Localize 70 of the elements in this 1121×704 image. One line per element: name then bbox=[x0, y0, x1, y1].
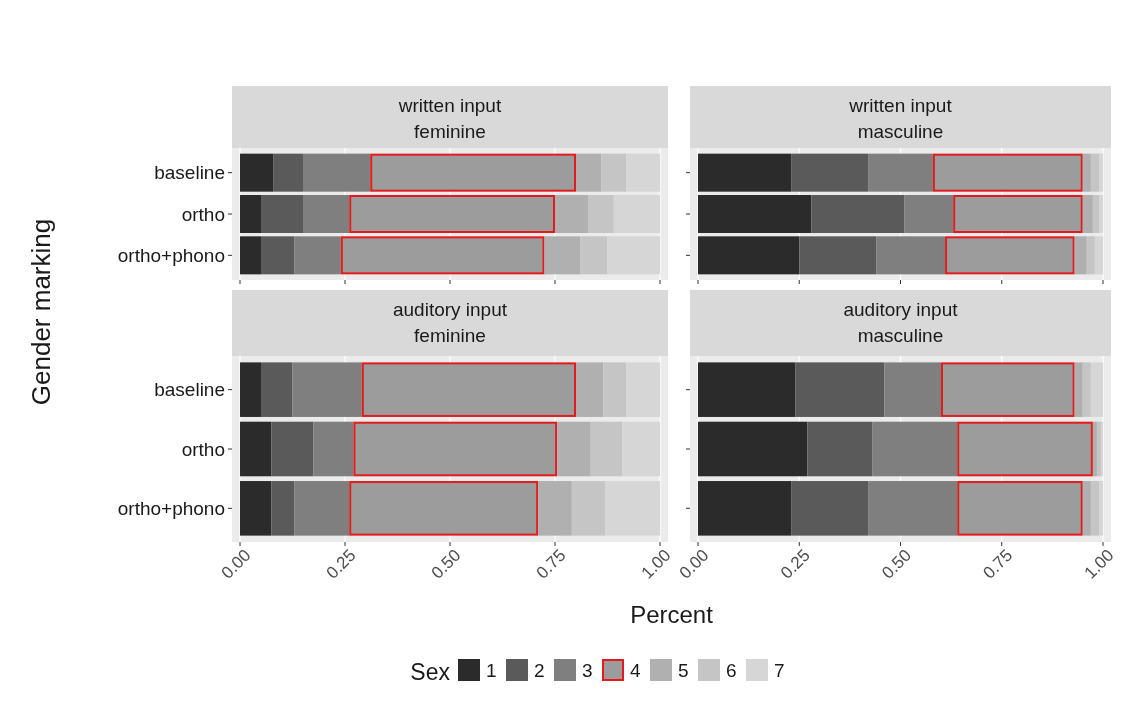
bar bbox=[273, 153, 303, 192]
chart-title: auditory input bbox=[843, 299, 959, 320]
bar bbox=[240, 236, 261, 275]
bar bbox=[601, 153, 627, 192]
y-tick-label: baseline bbox=[154, 379, 225, 401]
chart-title: auditory input bbox=[392, 299, 508, 320]
bar bbox=[953, 194, 1083, 234]
legend-label: 2 bbox=[534, 660, 545, 681]
chart-title: written input bbox=[397, 95, 502, 116]
bar bbox=[303, 194, 350, 234]
y-tick-label: ortho+phono bbox=[117, 497, 225, 519]
legend-label: 6 bbox=[726, 660, 737, 681]
bar bbox=[932, 153, 1083, 192]
bar bbox=[349, 194, 555, 234]
chart-subtitle: feminine bbox=[414, 325, 486, 346]
legend-label: 7 bbox=[774, 660, 785, 681]
x-tick-label: 0.50 bbox=[878, 545, 916, 583]
bar bbox=[340, 236, 545, 275]
bar bbox=[904, 194, 954, 234]
bar bbox=[698, 153, 792, 192]
bar bbox=[580, 236, 608, 275]
bar bbox=[1090, 153, 1099, 192]
bar bbox=[698, 236, 800, 275]
legend-label: 5 bbox=[678, 660, 689, 681]
y-tick-label: ortho bbox=[181, 438, 225, 460]
chart-subtitle: feminine bbox=[414, 121, 486, 142]
bar bbox=[303, 153, 371, 192]
bar bbox=[370, 153, 576, 192]
x-tick-label: 0.00 bbox=[675, 545, 713, 583]
bar bbox=[876, 236, 946, 275]
legend-title: Sex bbox=[410, 659, 451, 685]
bar bbox=[791, 153, 869, 192]
bar bbox=[261, 194, 303, 234]
bar bbox=[1086, 236, 1095, 275]
y-tick-label: ortho bbox=[181, 203, 225, 225]
x-tick-label: 0.00 bbox=[217, 545, 255, 583]
bar bbox=[1092, 194, 1099, 234]
bar bbox=[607, 236, 660, 275]
x-tick-label: 0.50 bbox=[427, 545, 465, 583]
bar bbox=[576, 153, 602, 192]
bar bbox=[945, 236, 1075, 275]
bar bbox=[1094, 236, 1103, 275]
bar bbox=[555, 194, 589, 234]
bar bbox=[261, 236, 295, 275]
bar bbox=[1098, 153, 1103, 192]
y-tick-label: baseline bbox=[154, 162, 225, 184]
legend-label: 3 bbox=[582, 660, 593, 681]
bar bbox=[868, 153, 933, 192]
bar bbox=[588, 194, 614, 234]
bar bbox=[626, 153, 660, 192]
bar bbox=[544, 236, 581, 275]
legend-label: 4 bbox=[630, 660, 641, 681]
y-axis-title: Gender marking bbox=[26, 218, 56, 406]
bar bbox=[811, 194, 905, 234]
y-tick-label: ortho+phono bbox=[117, 244, 225, 266]
bar bbox=[698, 194, 812, 234]
chart-subtitle: masculine bbox=[857, 121, 944, 142]
bar bbox=[1074, 236, 1087, 275]
bar bbox=[240, 194, 261, 234]
bar bbox=[294, 236, 341, 275]
x-axis-title: Percent bbox=[630, 601, 714, 628]
bar bbox=[240, 153, 274, 192]
bar bbox=[1098, 194, 1103, 234]
bar bbox=[1082, 153, 1091, 192]
chart-title: written input bbox=[848, 95, 953, 116]
legend-label: 1 bbox=[486, 660, 497, 681]
bar bbox=[799, 236, 877, 275]
bar bbox=[1082, 194, 1093, 234]
chart-subtitle: masculine bbox=[857, 325, 944, 346]
bar bbox=[613, 194, 660, 234]
